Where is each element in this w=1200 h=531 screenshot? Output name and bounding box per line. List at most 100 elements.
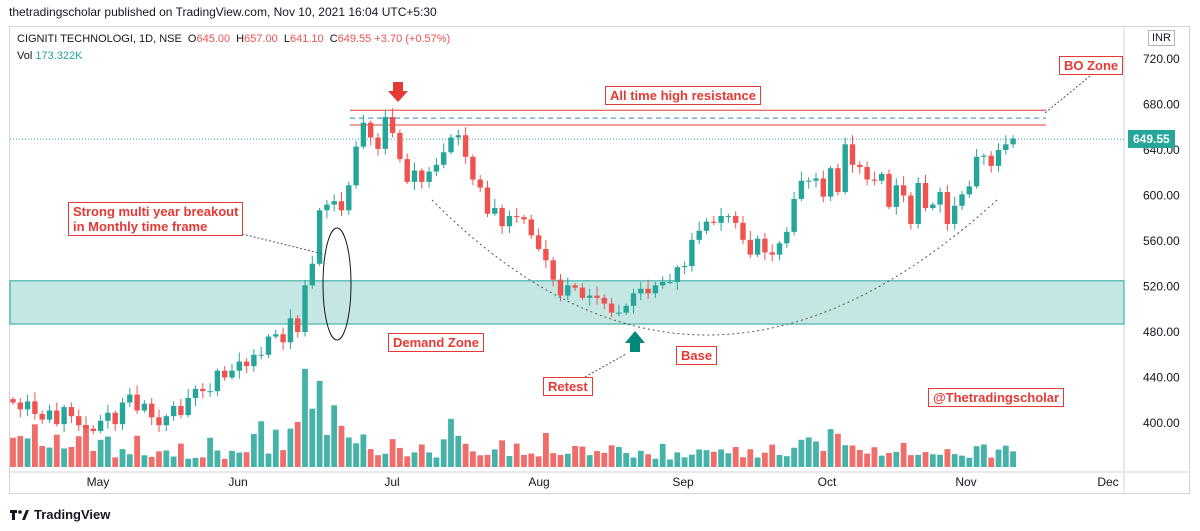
candle[interactable] (324, 204, 330, 211)
candle[interactable] (988, 155, 994, 166)
candle[interactable] (864, 167, 870, 180)
candle[interactable] (820, 178, 826, 197)
candle[interactable] (477, 179, 483, 188)
candle[interactable] (353, 146, 359, 186)
candle[interactable] (791, 198, 797, 232)
candle[interactable] (528, 219, 534, 236)
candle[interactable] (944, 192, 951, 224)
candle[interactable] (76, 416, 82, 426)
candle[interactable] (769, 252, 775, 255)
candle[interactable] (594, 295, 600, 298)
candle[interactable] (900, 185, 907, 196)
candle[interactable] (441, 152, 447, 165)
candle[interactable] (506, 215, 513, 227)
candle[interactable] (331, 201, 337, 205)
candle[interactable] (667, 281, 673, 283)
candle[interactable] (273, 334, 279, 337)
candle[interactable] (550, 260, 556, 280)
candle[interactable] (827, 168, 834, 197)
candle[interactable] (287, 318, 294, 343)
symbol-name[interactable]: CIGNITI TECHNOLOGI, 1D, NSE (17, 33, 182, 45)
candle[interactable] (908, 195, 914, 224)
candle[interactable] (39, 413, 45, 420)
candle[interactable] (879, 173, 885, 181)
candle[interactable] (733, 215, 739, 223)
candle[interactable] (696, 230, 702, 240)
candle[interactable] (433, 164, 440, 172)
candle[interactable] (813, 178, 819, 181)
candle[interactable] (243, 361, 250, 367)
candle[interactable] (645, 288, 651, 294)
candle[interactable] (886, 173, 892, 207)
candle[interactable] (397, 132, 403, 160)
candle[interactable] (112, 412, 118, 425)
candle[interactable] (192, 388, 199, 398)
candle[interactable] (587, 295, 593, 298)
candle[interactable] (966, 186, 972, 195)
candle[interactable] (572, 285, 578, 288)
candle[interactable] (295, 318, 301, 332)
candle[interactable] (740, 222, 746, 240)
candle[interactable] (608, 303, 615, 313)
breakout-ellipse[interactable] (322, 227, 352, 341)
candle[interactable] (404, 159, 410, 182)
candle[interactable] (689, 239, 695, 267)
candle[interactable] (616, 312, 622, 314)
candle[interactable] (973, 156, 980, 187)
candle[interactable] (995, 150, 1002, 166)
candle[interactable] (17, 402, 23, 410)
candle[interactable] (214, 370, 221, 392)
chart-frame[interactable] (9, 26, 1190, 494)
candle[interactable] (893, 185, 899, 207)
candle[interactable] (915, 182, 921, 224)
candle[interactable] (411, 170, 418, 182)
candle[interactable] (806, 180, 812, 182)
candle[interactable] (499, 208, 505, 227)
candle[interactable] (448, 137, 454, 153)
candle[interactable] (346, 185, 352, 211)
candle[interactable] (10, 399, 16, 403)
candle[interactable] (265, 336, 272, 355)
candle[interactable] (842, 144, 848, 193)
candle[interactable] (681, 266, 688, 268)
candle[interactable] (382, 117, 388, 149)
candle[interactable] (981, 155, 987, 157)
candle[interactable] (535, 235, 542, 249)
candle[interactable] (630, 293, 637, 306)
currency-button[interactable]: INR (1148, 30, 1175, 46)
cup-curve[interactable] (431, 199, 998, 336)
candle[interactable] (24, 401, 31, 410)
candle[interactable] (426, 171, 432, 182)
candle[interactable] (338, 201, 345, 211)
candle[interactable] (638, 288, 644, 294)
candle[interactable] (930, 204, 936, 209)
candle[interactable] (258, 354, 264, 356)
candle[interactable] (725, 215, 732, 217)
candle[interactable] (46, 410, 53, 420)
candle[interactable] (835, 168, 841, 193)
candle[interactable] (470, 156, 476, 180)
candle[interactable] (1010, 138, 1016, 145)
candle[interactable] (90, 428, 96, 431)
candle[interactable] (200, 388, 206, 392)
candle[interactable] (178, 405, 184, 416)
candle[interactable] (557, 279, 564, 296)
candle[interactable] (623, 305, 629, 313)
candle[interactable] (937, 192, 943, 205)
candle[interactable] (61, 407, 67, 425)
candle[interactable] (375, 137, 381, 149)
candle[interactable] (959, 194, 965, 206)
candle[interactable] (601, 297, 607, 304)
candle[interactable] (754, 238, 761, 255)
candle[interactable] (849, 144, 856, 165)
candle[interactable] (1003, 144, 1009, 150)
candle[interactable] (68, 407, 75, 417)
candle[interactable] (32, 401, 38, 414)
candle[interactable] (711, 221, 717, 223)
candle[interactable] (149, 403, 155, 418)
candle[interactable] (579, 287, 586, 298)
candle[interactable] (871, 179, 878, 181)
candle[interactable] (798, 180, 805, 199)
candle[interactable] (776, 243, 783, 255)
